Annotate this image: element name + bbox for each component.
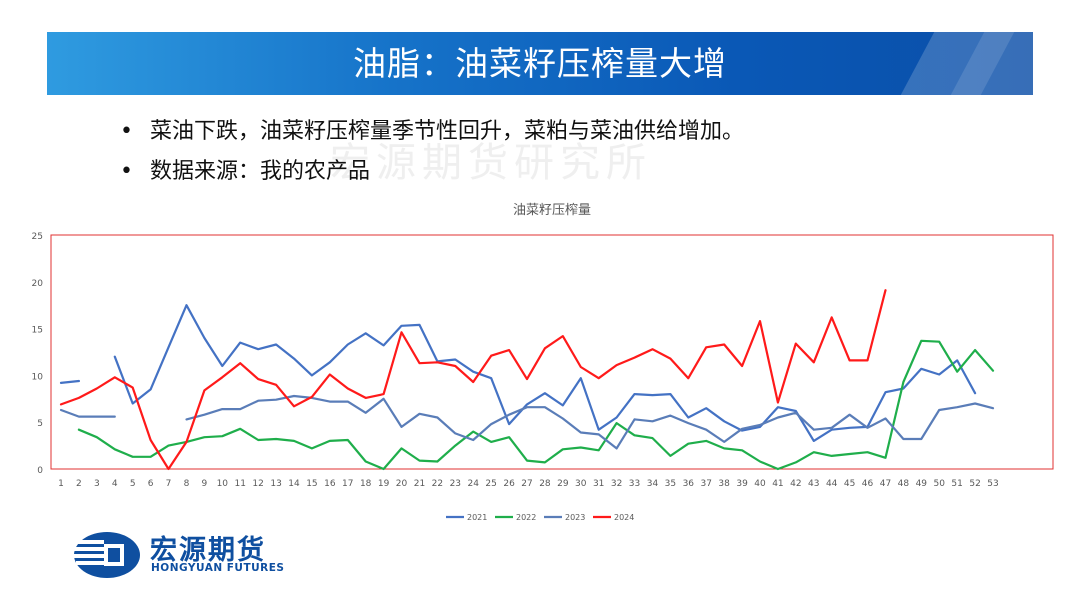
- x-tick-label: 34: [647, 479, 659, 489]
- x-tick-label: 21: [414, 479, 425, 489]
- watermark: 宏源期货研究所: [330, 140, 652, 186]
- x-tick-label: 30: [575, 479, 587, 489]
- x-tick-label: 24: [468, 479, 480, 489]
- x-tick-label: 32: [611, 479, 622, 489]
- x-tick-label: 43: [808, 479, 819, 489]
- x-tick-label: 16: [324, 479, 336, 489]
- x-tick-label: 2: [76, 479, 82, 489]
- x-tick-label: 44: [826, 479, 838, 489]
- x-tick-label: 11: [235, 479, 246, 489]
- x-tick-label: 40: [754, 479, 766, 489]
- series-line-2023: [185, 394, 995, 450]
- x-tick-label: 26: [503, 479, 515, 489]
- x-tick-label: 35: [665, 479, 676, 489]
- legend-label: 2023: [565, 513, 585, 522]
- x-tick-label: 17: [342, 479, 353, 489]
- x-tick-label: 10: [217, 479, 229, 489]
- legend-label: 2021: [467, 513, 487, 522]
- company-logo-cn: 宏源期货: [150, 535, 266, 566]
- x-tick-label: 20: [396, 479, 408, 489]
- x-tick-label: 50: [934, 479, 946, 489]
- x-tick-label: 37: [701, 479, 712, 489]
- company-logo-en: HONGYUAN FUTURES: [151, 562, 285, 574]
- x-tick-label: 49: [916, 479, 928, 489]
- x-tick-label: 39: [736, 479, 748, 489]
- title-banner: 油脂：油菜籽压榨量大增: [47, 32, 1033, 95]
- plot-area-border: [50, 234, 1054, 470]
- series-line-2021: [113, 304, 977, 442]
- y-tick-label: 20: [32, 279, 44, 289]
- series-line-2023: [59, 408, 116, 418]
- x-tick-label: 52: [969, 479, 980, 489]
- bullet-item: • 数据来源：我的农产品: [120, 159, 371, 184]
- bullet-item: • 菜油下跌，油菜籽压榨量季节性回升，菜粕与菜油供给增加。: [120, 119, 745, 144]
- x-tick-label: 33: [629, 479, 640, 489]
- bullet-text: 数据来源：我的农产品: [150, 159, 371, 184]
- series-line-2022: [77, 339, 995, 471]
- x-tick-label: 15: [306, 479, 317, 489]
- x-tick-label: 9: [202, 479, 208, 489]
- x-tick-label: 51: [951, 479, 962, 489]
- x-tick-label: 46: [862, 479, 874, 489]
- x-tick-label: 38: [718, 479, 730, 489]
- x-tick-label: 12: [252, 479, 263, 489]
- x-tick-label: 19: [378, 479, 390, 489]
- x-tick-label: 29: [557, 479, 569, 489]
- page-title: 油脂：油菜籽压榨量大增: [353, 44, 727, 83]
- chart-title: 油菜籽压榨量: [513, 202, 591, 218]
- x-tick-label: 27: [521, 479, 532, 489]
- x-tick-label: 5: [130, 479, 136, 489]
- x-tick-label: 53: [987, 479, 998, 489]
- y-tick-label: 10: [32, 372, 44, 382]
- company-logo-icon: [74, 532, 140, 578]
- x-tick-label: 3: [94, 479, 100, 489]
- legend-label: 2024: [614, 513, 634, 522]
- x-tick-label: 14: [288, 479, 300, 489]
- x-tick-label: 1: [58, 479, 64, 489]
- x-tick-label: 18: [360, 479, 372, 489]
- x-tick-label: 23: [450, 479, 461, 489]
- legend-label: 2022: [516, 513, 536, 522]
- series-line-2021: [59, 379, 81, 384]
- x-tick-label: 47: [880, 479, 891, 489]
- x-tick-label: 31: [593, 479, 604, 489]
- y-tick-label: 5: [37, 419, 43, 429]
- x-tick-label: 8: [184, 479, 190, 489]
- x-tick-label: 6: [148, 479, 154, 489]
- x-tick-label: 13: [270, 479, 281, 489]
- bullet-text: 菜油下跌，油菜籽压榨量季节性回升，菜粕与菜油供给增加。: [150, 119, 745, 144]
- x-tick-label: 28: [539, 479, 551, 489]
- x-tick-label: 4: [112, 479, 118, 489]
- y-tick-label: 0: [37, 466, 43, 476]
- x-tick-label: 25: [485, 479, 496, 489]
- x-tick-label: 7: [166, 479, 172, 489]
- x-tick-label: 48: [898, 479, 910, 489]
- x-tick-label: 36: [683, 479, 695, 489]
- series-line-2024: [59, 289, 887, 471]
- y-tick-label: 15: [32, 326, 43, 336]
- bullet-list: • 菜油下跌，油菜籽压榨量季节性回升，菜粕与菜油供给增加。 • 数据来源：我的农产品: [120, 112, 1000, 192]
- x-tick-label: 42: [790, 479, 801, 489]
- x-tick-label: 22: [432, 479, 443, 489]
- x-tick-label: 45: [844, 479, 855, 489]
- y-tick-label: 25: [32, 232, 43, 242]
- x-tick-label: 41: [772, 479, 783, 489]
